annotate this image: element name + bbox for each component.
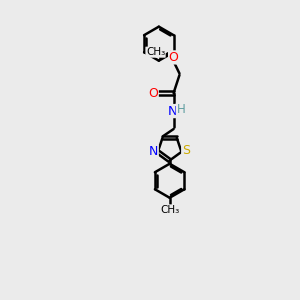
Text: S: S (182, 144, 190, 157)
Text: CH₃: CH₃ (160, 205, 179, 215)
Text: O: O (169, 51, 178, 64)
Text: O: O (148, 87, 158, 100)
Text: N: N (168, 105, 178, 118)
Text: CH₃: CH₃ (146, 47, 165, 57)
Text: H: H (176, 103, 185, 116)
Text: N: N (149, 146, 158, 158)
